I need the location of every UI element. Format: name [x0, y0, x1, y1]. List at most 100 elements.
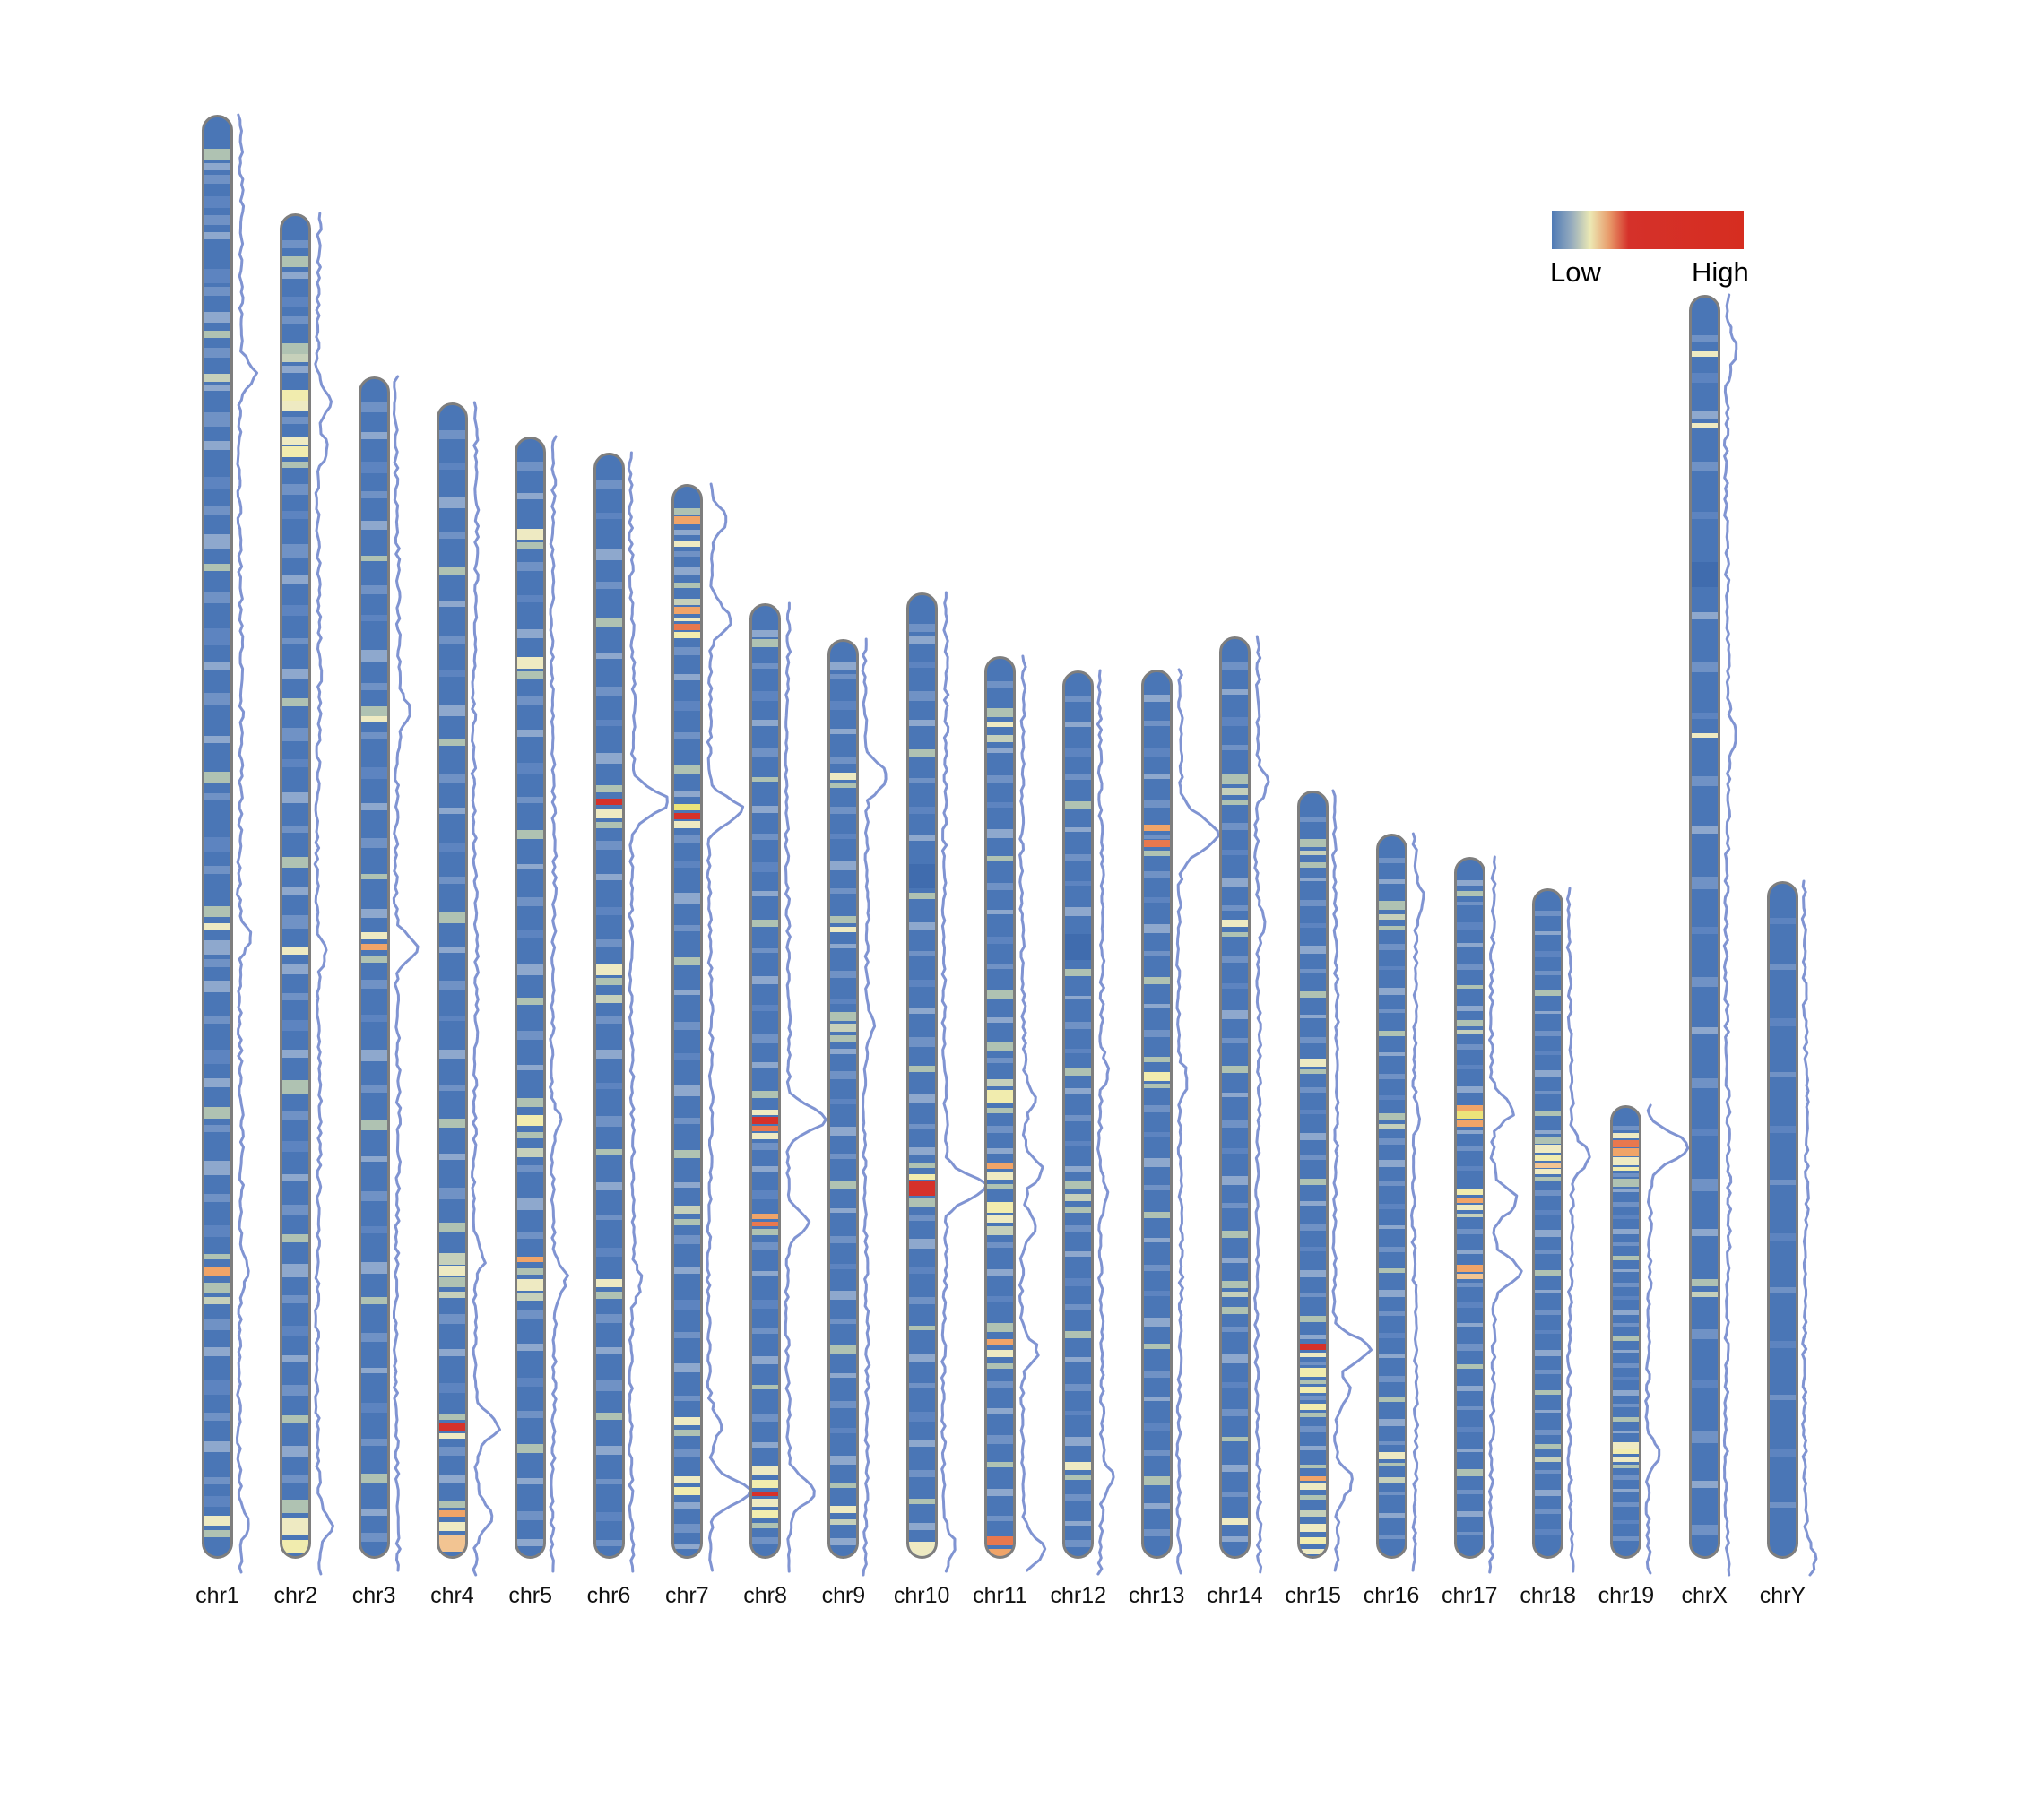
- density-band: [987, 1183, 1013, 1189]
- chromosome-label-chr13: chr13: [1128, 1583, 1185, 1608]
- density-band: [673, 617, 700, 622]
- density-band: [517, 541, 544, 549]
- density-band: [360, 1050, 387, 1062]
- density-band: [673, 1235, 700, 1244]
- density-band: [1221, 744, 1248, 750]
- density-band: [830, 1024, 857, 1032]
- density-band: [360, 1509, 387, 1517]
- density-band: [517, 1511, 544, 1521]
- density-band: [673, 1363, 700, 1372]
- density-band: [1535, 1430, 1562, 1435]
- density-band: [1691, 511, 1718, 520]
- density-band: [830, 943, 857, 948]
- density-band: [752, 1242, 779, 1250]
- density-band: [1378, 1074, 1405, 1080]
- density-band: [1300, 1362, 1327, 1366]
- chromosome-label-chr6: chr6: [586, 1583, 631, 1608]
- density-band: [438, 1535, 465, 1552]
- density-band: [1535, 1030, 1562, 1036]
- density-band: [282, 1111, 309, 1120]
- density-band: [908, 979, 935, 988]
- density-band: [1456, 1065, 1483, 1069]
- density-band: [1613, 1202, 1640, 1207]
- density-band: [595, 1479, 622, 1485]
- density-band: [1456, 891, 1483, 897]
- density-band: [517, 1477, 544, 1485]
- density-band: [438, 808, 465, 814]
- density-band: [438, 1447, 465, 1457]
- chromosome-label-chr16: chr16: [1363, 1583, 1420, 1608]
- density-band: [1378, 1397, 1405, 1403]
- density-line-chr8: [784, 601, 827, 1573]
- density-band: [987, 937, 1013, 945]
- density-band: [438, 532, 465, 539]
- density-band: [830, 1263, 857, 1269]
- density-band: [360, 650, 387, 662]
- density-band: [204, 477, 230, 489]
- density-band: [1065, 1277, 1092, 1287]
- density-band: [1065, 695, 1092, 703]
- density-band: [1143, 1423, 1170, 1431]
- density-band: [987, 1488, 1013, 1496]
- density-band: [360, 944, 387, 950]
- density-band: [595, 906, 622, 916]
- density-band: [517, 1164, 544, 1172]
- density-band: [517, 1411, 544, 1418]
- density-band: [987, 1215, 1013, 1223]
- density-band: [282, 1415, 309, 1423]
- density-band: [1456, 1228, 1483, 1234]
- density-band: [595, 480, 622, 489]
- density-band: [1535, 1155, 1562, 1162]
- density-band: [987, 1201, 1013, 1213]
- density-band: [1535, 1370, 1562, 1374]
- density-band: [360, 682, 387, 690]
- density-band: [752, 691, 779, 701]
- density-band: [517, 930, 544, 938]
- density-band: [1613, 1132, 1640, 1138]
- density-band: [1613, 1269, 1640, 1272]
- density-band: [908, 1174, 935, 1180]
- density-band: [830, 1208, 857, 1214]
- density-band: [908, 1162, 935, 1168]
- density-band: [1143, 1344, 1170, 1350]
- density-band: [204, 1476, 230, 1484]
- density-band: [752, 805, 779, 814]
- chromosome-label-chr18: chr18: [1520, 1583, 1576, 1608]
- density-band: [204, 1530, 230, 1538]
- density-band: [987, 856, 1013, 862]
- density-band: [673, 812, 700, 820]
- density-band: [517, 796, 544, 804]
- density-band: [752, 776, 779, 783]
- density-band: [438, 1348, 465, 1356]
- density-band: [360, 614, 387, 622]
- density-band: [282, 1234, 309, 1243]
- density-band: [752, 1005, 779, 1011]
- chromosome-ideogram-chrY: [1767, 881, 1798, 1559]
- density-band: [1456, 921, 1483, 930]
- density-band: [1300, 1059, 1327, 1067]
- density-band: [360, 1120, 387, 1130]
- density-band: [204, 232, 230, 240]
- density-band: [1770, 1180, 1796, 1185]
- density-band: [282, 856, 309, 868]
- density-band: [204, 1193, 230, 1203]
- density-band: [1691, 1292, 1718, 1297]
- density-line-chr4: [470, 401, 501, 1577]
- density-band: [830, 1345, 857, 1354]
- density-band: [595, 653, 622, 660]
- density-line-chr15: [1331, 789, 1373, 1572]
- density-band: [1065, 1383, 1092, 1391]
- density-band: [1221, 822, 1248, 830]
- density-band: [1065, 1048, 1092, 1054]
- density-band: [673, 1524, 700, 1533]
- density-band: [1691, 713, 1718, 720]
- density-band: [752, 1125, 779, 1132]
- density-band: [1143, 1529, 1170, 1537]
- density-band: [987, 910, 1013, 915]
- density-band: [360, 520, 387, 531]
- density-band: [1456, 943, 1483, 947]
- density-band: [204, 905, 230, 918]
- density-band: [1065, 827, 1092, 833]
- density-band: [752, 629, 779, 637]
- density-band: [752, 862, 779, 872]
